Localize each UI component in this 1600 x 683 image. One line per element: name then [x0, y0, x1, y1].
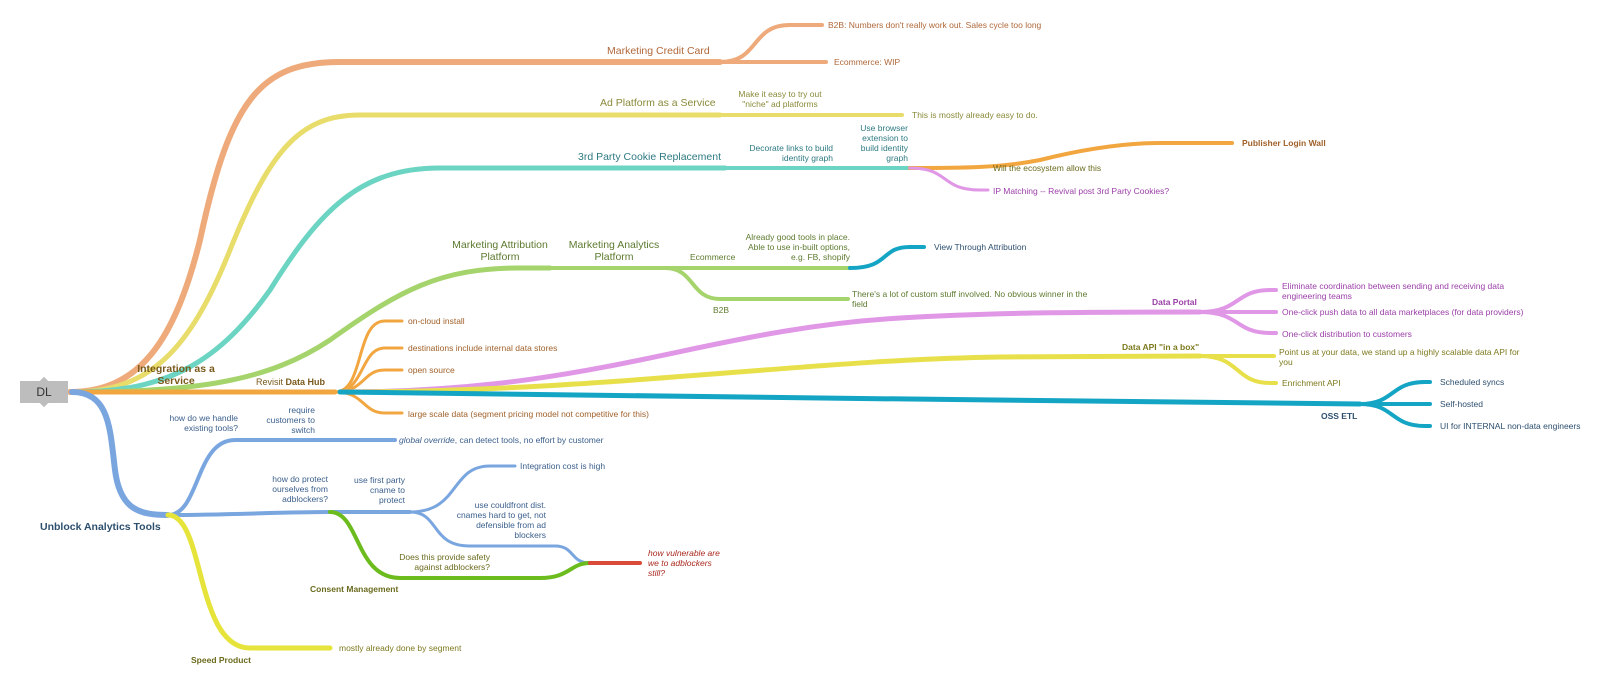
- branch-publisher-wall: [908, 141, 1234, 170]
- unblock-analytics-label: Unblock Analytics Tools: [40, 521, 161, 533]
- speed-segment: mostly already done by segment: [339, 643, 462, 653]
- data-hub-name: Data Hub: [285, 377, 326, 387]
- branch-hub-largescale: [333, 390, 404, 415]
- branch-oss-etl: [337, 389, 1363, 407]
- branch-api-enrichment: [1198, 354, 1278, 385]
- adblockers-safety: Does this provide safety against adblock…: [399, 552, 490, 572]
- api-enrichment: Enrichment API: [1282, 378, 1341, 388]
- branch-data-portal: [337, 309, 1203, 395]
- hub-largescale: large scale data (segment pricing model …: [408, 409, 649, 419]
- root-node[interactable]: DL: [20, 381, 68, 403]
- integration-service-label: Integration as a Service: [137, 363, 215, 387]
- attribution-ecommerce: Ecommerce: [690, 252, 736, 262]
- existing-tools-override: global override, can detect tools, no ef…: [399, 435, 603, 445]
- ad-platform-title: Ad Platform as a Service: [600, 97, 716, 109]
- existing-tools-require: require customers to switch: [266, 405, 315, 435]
- hub-oncloud: on-cloud install: [408, 316, 465, 326]
- cookie-title: 3rd Party Cookie Replacement: [578, 151, 721, 163]
- override-rest: , can detect tools, no effort by custome…: [454, 435, 604, 445]
- data-api-title: Data API "in a box": [1122, 342, 1200, 352]
- adblockers-cloudfront: use couldfront dist. cnames hard to get,…: [456, 500, 546, 540]
- etl-scheduled: Scheduled syncs: [1440, 377, 1505, 387]
- oss-etl-title: OSS ETL: [1321, 411, 1358, 421]
- etl-self-hosted: Self-hosted: [1440, 399, 1483, 409]
- cookie-decorate: Decorate links to build identity graph: [749, 143, 833, 163]
- cookie-ecosystem: Will the ecosystem allow this: [993, 163, 1102, 173]
- branch-etl-scheduled: [1358, 380, 1432, 406]
- hub-opensource: open source: [408, 365, 455, 375]
- existing-tools-question: how do we handle existing tools?: [169, 413, 238, 433]
- adblockers-vulnerable: how vulnerable are we to adblockers stil…: [648, 548, 720, 578]
- portal-eliminate: Eliminate coordination between sending a…: [1282, 281, 1505, 301]
- branch-marketing-credit-card: [67, 59, 723, 395]
- portal-push: One-click push data to all data marketpl…: [1282, 307, 1524, 317]
- cookie-publisher-wall: Publisher Login Wall: [1242, 138, 1326, 148]
- api-point: Point us at your data, we stand up a hig…: [1279, 347, 1520, 367]
- branch-integration-cost: [408, 464, 517, 514]
- speed-product-title: Speed Product: [191, 655, 251, 665]
- etl-ui-internal: UI for INTERNAL non-data engineers: [1440, 421, 1581, 431]
- branch-attribution-view: [848, 245, 926, 270]
- attribution-b2b: B2B: [713, 305, 730, 315]
- adblockers-question: how do protect ourselves from adblockers…: [272, 474, 328, 504]
- cookie-ip-matching: IP Matching -- Revival post 3rd Party Co…: [993, 186, 1170, 196]
- attribution-custom: There's a lot of custom stuff involved. …: [852, 289, 1088, 309]
- branch-speed: [165, 512, 333, 651]
- branch-ad-platform: [69, 112, 723, 395]
- attribution-good-tools: Already good tools in place. Able to use…: [745, 232, 850, 262]
- consent-management: Consent Management: [310, 584, 399, 594]
- mcc-b2b: B2B: Numbers don't really work out. Sale…: [828, 20, 1042, 30]
- branch-consent: [328, 510, 592, 580]
- branch-mcc-b2b: [718, 23, 824, 64]
- branch-adblockers: [166, 510, 412, 517]
- branch-ip-matching: [908, 166, 990, 192]
- branch-etl-ui: [1358, 402, 1432, 428]
- branch-portal-dist: [1198, 310, 1278, 335]
- branch-attribution: [73, 265, 553, 395]
- root-label: DL: [36, 385, 52, 399]
- branch-existing-tools: [166, 438, 397, 517]
- adblockers-integration-cost: Integration cost is high: [520, 461, 606, 471]
- branch-unblock: [69, 389, 171, 518]
- adblockers-first-party: use first party cname to protect: [353, 475, 405, 505]
- mcc-title: Marketing Credit Card: [607, 45, 710, 57]
- attribution-title: Marketing Attribution Platform: [452, 239, 548, 263]
- mcc-ecommerce: Ecommerce: WIP: [834, 57, 901, 67]
- branch-portal-eliminate: [1198, 288, 1278, 314]
- ad-platform-easy: This is mostly already easy to do.: [912, 110, 1038, 120]
- data-portal-title: Data Portal: [1152, 297, 1197, 307]
- data-hub-prefix: Revisit: [256, 377, 286, 387]
- ad-platform-niche: Make it easy to try out "niche" ad platf…: [738, 89, 822, 109]
- branch-data-api: [337, 353, 1203, 395]
- portal-dist: One-click distribution to customers: [1282, 329, 1412, 339]
- attribution-analytics: Marketing Analytics Platform: [568, 239, 660, 263]
- hub-destinations: destinations include internal data store…: [408, 343, 558, 353]
- attribution-view-through: View Through Attribution: [934, 242, 1027, 252]
- branch-attribution-b2b: [663, 266, 850, 301]
- override-emphasis: global override: [399, 435, 455, 445]
- cookie-browser-ext: Use browser extension to build identity …: [860, 123, 908, 163]
- data-hub-title: Revisit Data Hub: [256, 377, 325, 387]
- branch-cookie: [71, 165, 728, 395]
- branch-cloudfront: [408, 510, 592, 565]
